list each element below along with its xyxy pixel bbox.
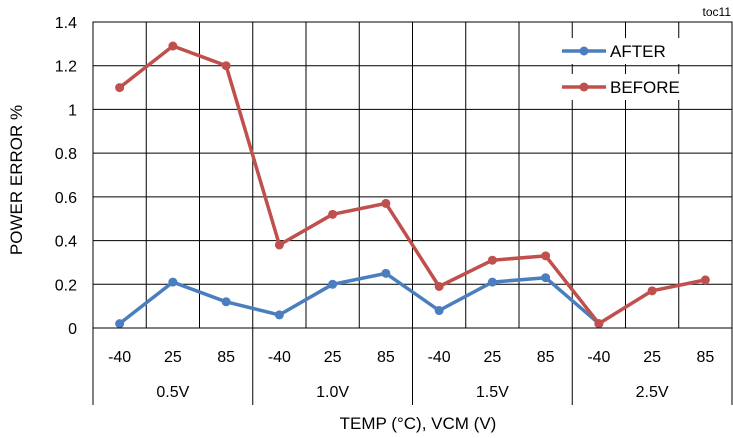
x-tick-label: 25 <box>643 349 661 366</box>
group-label: 2.5V <box>636 384 669 401</box>
series-before <box>115 41 710 329</box>
legend: AFTER BEFORE <box>559 38 687 100</box>
x-tick-label: -40 <box>428 349 451 366</box>
series-line <box>118 271 601 325</box>
y-tick-label: 0.6 <box>55 190 77 207</box>
x-axis-label: TEMP (°C), VCM (V) <box>340 414 497 433</box>
data-point <box>434 281 444 291</box>
grid <box>93 21 732 329</box>
x-tick-label: 85 <box>696 349 714 366</box>
group-label: 1.0V <box>316 384 349 401</box>
data-point <box>274 310 284 320</box>
data-point <box>328 279 338 289</box>
x-tick-label: -40 <box>587 349 610 366</box>
x-tick-label: 25 <box>483 349 501 366</box>
data-point <box>168 41 178 51</box>
y-tick-label: 1.2 <box>55 59 77 76</box>
series-layer <box>115 41 710 329</box>
x-tick-label: 85 <box>537 349 555 366</box>
data-point <box>487 277 497 287</box>
data-point <box>541 273 551 283</box>
y-axis-label: POWER ERROR % <box>7 105 26 255</box>
data-point <box>168 277 178 287</box>
data-point <box>115 83 125 93</box>
data-point <box>115 319 125 329</box>
x-tick-label: 85 <box>217 349 235 366</box>
legend-marker <box>579 82 589 92</box>
legend-marker <box>579 46 589 56</box>
series-after <box>115 268 604 329</box>
x-tick-label: -40 <box>268 349 291 366</box>
data-point <box>700 275 710 285</box>
data-point <box>221 297 231 307</box>
corner-label: toc11 <box>703 5 732 19</box>
x-tick-label: 85 <box>377 349 395 366</box>
group-label: 1.5V <box>476 384 509 401</box>
data-point <box>274 240 284 250</box>
axes: 0 0.2 0.4 0.6 0.8 1 1.2 1.4 -40 25 85 -40 25 85 -40 25 8… <box>55 15 733 405</box>
legend-label: AFTER <box>610 42 666 61</box>
data-point <box>328 209 338 219</box>
data-point <box>381 198 391 208</box>
group-label: 0.5V <box>156 384 189 401</box>
x-tick-label: -40 <box>108 349 131 366</box>
x-tick-label: 25 <box>324 349 342 366</box>
y-tick-label: 0 <box>68 321 77 338</box>
y-tick-label: 1 <box>68 102 77 119</box>
data-point <box>381 268 391 278</box>
data-point <box>647 286 657 296</box>
data-point <box>434 306 444 316</box>
legend-label: BEFORE <box>610 78 680 97</box>
data-point <box>541 251 551 261</box>
y-tick-label: 0.2 <box>55 277 77 294</box>
y-tick-label: 1.4 <box>55 15 77 32</box>
data-point <box>594 319 604 329</box>
y-tick-label: 0.8 <box>55 146 77 163</box>
data-point <box>487 255 497 265</box>
y-tick-label: 0.4 <box>55 234 77 251</box>
x-tick-label: 25 <box>164 349 182 366</box>
series-line <box>118 44 706 326</box>
data-point <box>221 61 231 71</box>
